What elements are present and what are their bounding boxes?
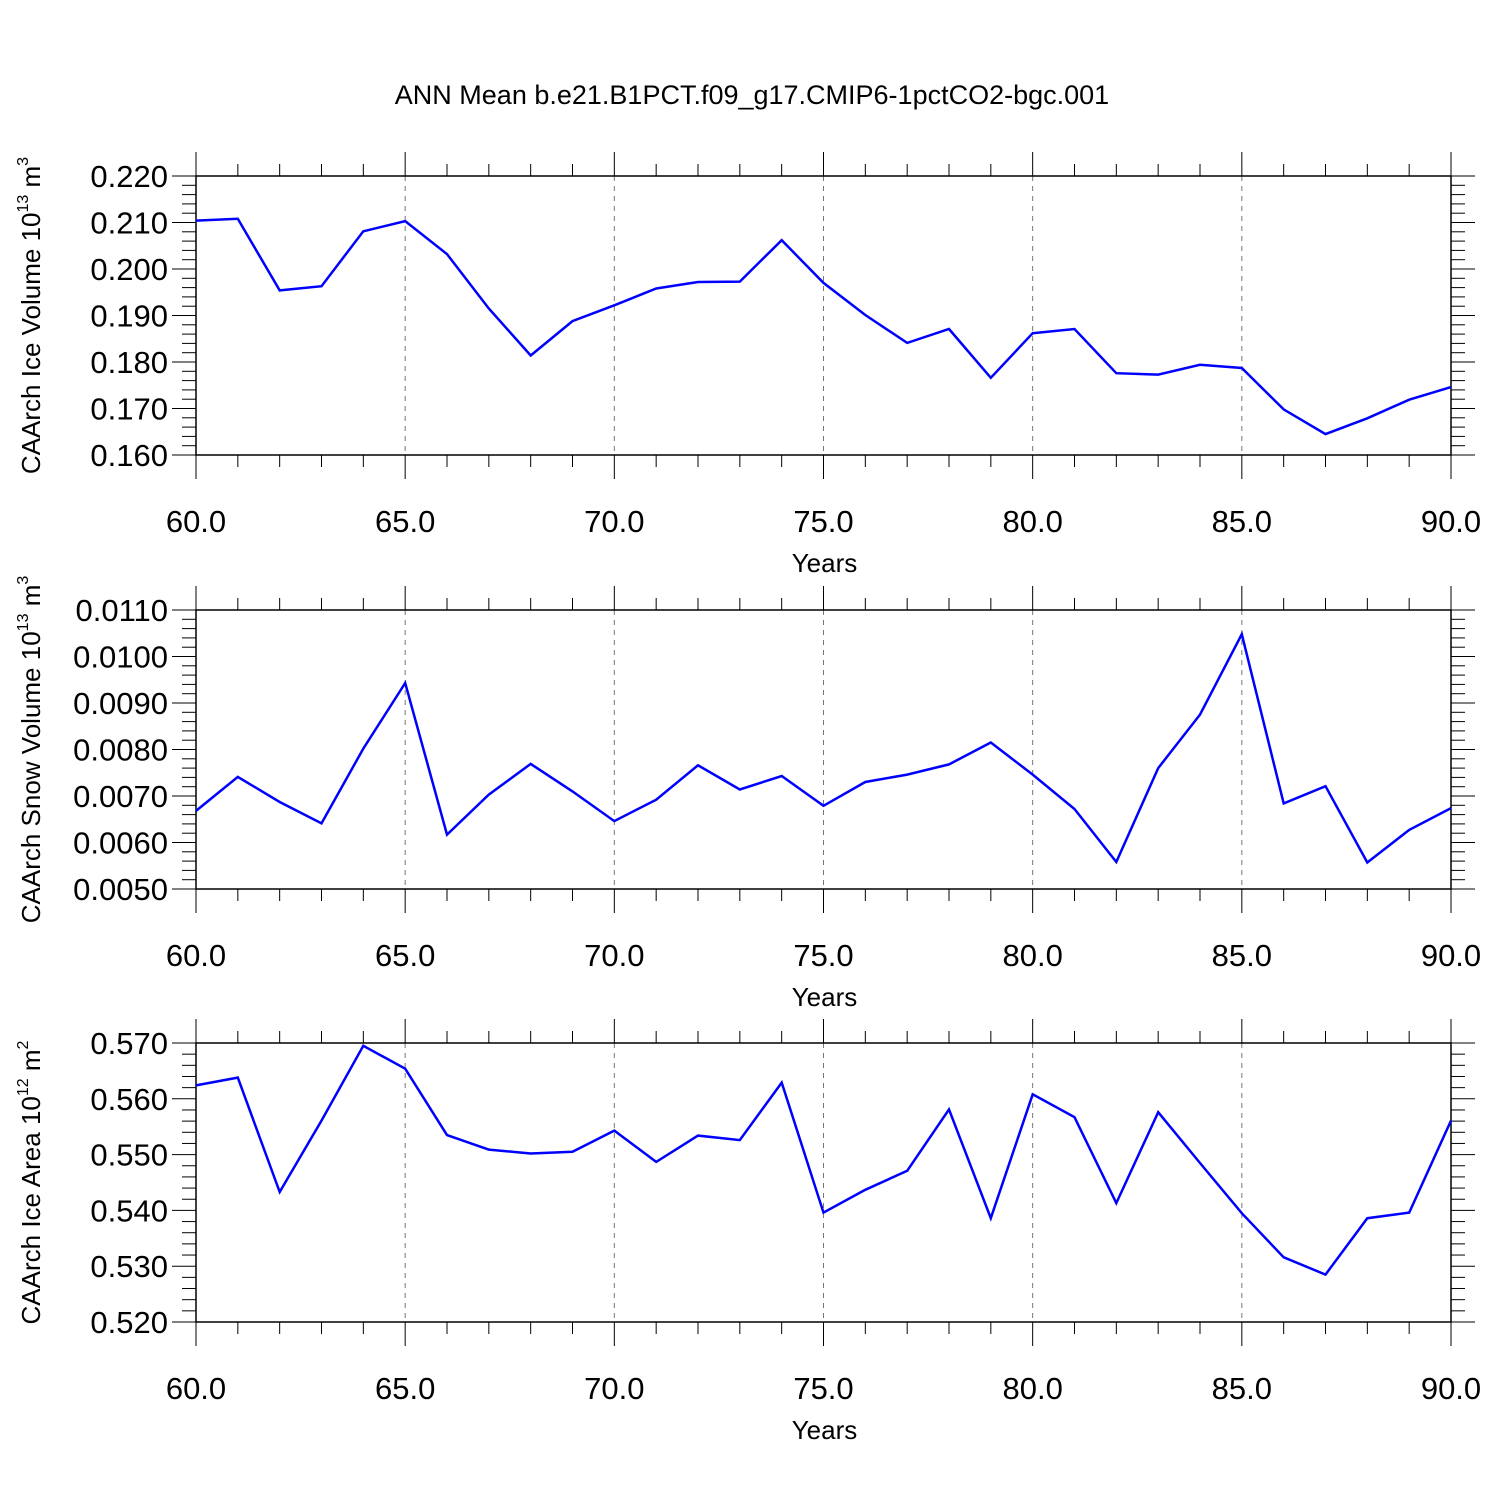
panels: 60.0 65.0 70.0 75.0 80.0 85.0 90.0 0.160 0.170 0.… <box>15 152 1481 1445</box>
x-tick-label: 90.0 <box>1421 1371 1481 1406</box>
y-tick-label: 0.540 <box>90 1193 168 1228</box>
y-tick-label: 0.220 <box>90 159 168 194</box>
y-tick-label: 0.520 <box>90 1305 168 1340</box>
x-tick-label: 90.0 <box>1421 504 1481 539</box>
y-axis-label-unit: m <box>16 585 46 614</box>
series-line <box>195 217 1452 436</box>
x-tick-label: 60.0 <box>166 504 226 539</box>
y-tick-label: 0.200 <box>90 252 168 287</box>
y-tick-label: 0.0110 <box>75 593 168 628</box>
y-tick-label: 0.570 <box>90 1026 168 1061</box>
x-tick-label: 80.0 <box>1002 1371 1062 1406</box>
y-tick-label: 0.170 <box>90 392 168 427</box>
x-tick-label: 70.0 <box>584 938 644 973</box>
y-axis-label: CAArch Ice Area 1012 m2 <box>15 1040 46 1324</box>
x-axis-label: Years <box>792 1415 858 1445</box>
y-axis-label: CAArch Ice Volume 1013 m3 <box>15 157 46 474</box>
x-tick-label: 70.0 <box>584 504 644 539</box>
x-tick-label: 80.0 <box>1002 504 1062 539</box>
y-tick-label: 0.0060 <box>73 826 168 861</box>
panel-3: 60.0 65.0 70.0 75.0 80.0 85.0 90.0 0.520 0.530 0.… <box>15 1019 1481 1445</box>
x-tick-label: 70.0 <box>584 1371 644 1406</box>
x-axis-label: Years <box>792 982 858 1012</box>
panel-2: 60.0 65.0 70.0 75.0 80.0 85.0 90.0 0.0050 0.0060… <box>15 576 1481 1012</box>
y-tick-label: 0.550 <box>90 1138 168 1173</box>
y-axis-label-exponent: 13 <box>15 195 32 213</box>
y-axis-label-unit-exponent: 2 <box>15 1040 32 1049</box>
y-axis-label-exponent: 12 <box>15 1078 32 1096</box>
x-axis-label: Years <box>792 548 858 578</box>
x-tick-label: 75.0 <box>793 504 853 539</box>
x-tick-label: 60.0 <box>166 938 226 973</box>
x-tick-label: 90.0 <box>1421 938 1481 973</box>
y-axis-label-exponent: 13 <box>15 613 32 631</box>
y-axis-label-text: CAArch Ice Area 10 <box>16 1096 46 1324</box>
x-tick-label: 85.0 <box>1212 504 1272 539</box>
y-tick-label: 0.0100 <box>73 640 168 675</box>
y-tick-label: 0.0080 <box>73 733 168 768</box>
y-tick-label: 0.0070 <box>73 779 168 814</box>
x-tick-label: 85.0 <box>1212 938 1272 973</box>
y-tick-label: 0.0050 <box>73 872 168 907</box>
y-tick-label: 0.0090 <box>73 686 168 721</box>
y-axis-label-unit: m <box>16 1049 46 1078</box>
series-line <box>195 1044 1453 1277</box>
y-axis-label: CAArch Snow Volume 1013 m3 <box>15 576 46 924</box>
x-tick-label: 85.0 <box>1212 1371 1272 1406</box>
y-axis-label-text: CAArch Snow Volume 10 <box>16 631 46 923</box>
y-tick-label: 0.180 <box>90 345 168 380</box>
y-tick-label: 0.530 <box>90 1249 168 1284</box>
panel-1: 60.0 65.0 70.0 75.0 80.0 85.0 90.0 0.160 0.170 0.… <box>15 152 1481 578</box>
y-tick-label: 0.190 <box>90 299 168 334</box>
x-tick-label: 65.0 <box>375 1371 435 1406</box>
x-tick-label: 60.0 <box>166 1371 226 1406</box>
y-axis-label-unit: m <box>16 166 46 195</box>
y-axis-label-text: CAArch Ice Volume 10 <box>16 213 46 475</box>
y-axis-label-unit-exponent: 3 <box>15 157 32 166</box>
series-line <box>195 630 1452 865</box>
x-tick-label: 65.0 <box>375 938 435 973</box>
x-tick-label: 65.0 <box>375 504 435 539</box>
y-tick-label: 0.560 <box>90 1082 168 1117</box>
y-tick-label: 0.160 <box>90 438 168 473</box>
x-tick-label: 80.0 <box>1002 938 1062 973</box>
figure-title: ANN Mean b.e21.B1PCT.f09_g17.CMIP6-1pctC… <box>395 80 1109 110</box>
y-axis-label-unit-exponent: 3 <box>15 576 32 585</box>
x-tick-label: 75.0 <box>793 938 853 973</box>
x-tick-label: 75.0 <box>793 1371 853 1406</box>
y-tick-label: 0.210 <box>90 206 168 241</box>
